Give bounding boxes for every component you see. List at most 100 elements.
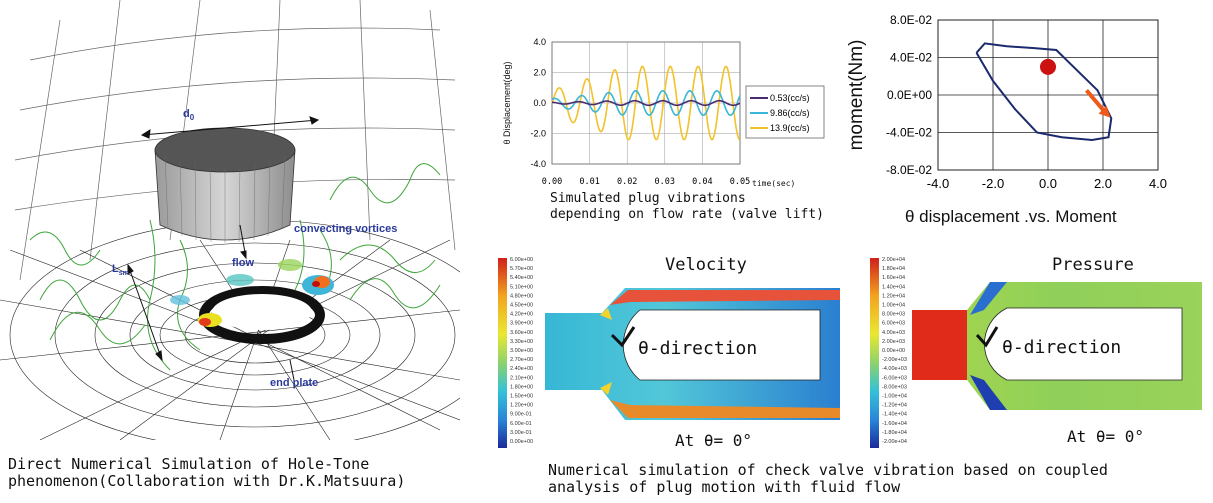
pressure-legend: 2.00e+04 1.80e+04 1.60e+04 1.40e+04 1.20e+04…: [882, 257, 907, 445]
plug-ytick-label: 2.0: [533, 68, 546, 78]
plug-xtick-label: 0.04: [692, 177, 712, 187]
plug-xlabel: time(sec): [752, 179, 795, 188]
pressure-plug: [984, 307, 1183, 381]
left-caption-line2: phenomenon(Collaboration with Dr.K.Matsu…: [8, 472, 406, 490]
pressure-panel: 2.00e+04 1.80e+04 1.60e+04 1.40e+04 1.20e+04…: [862, 250, 1207, 460]
colorbar-tick-label: 3.30e+00: [510, 339, 533, 345]
velocity-hot-edge-bottom: [600, 382, 612, 395]
colorbar-tick-label: 1.40e+04: [882, 284, 905, 290]
pressure-high-zone: [912, 310, 967, 380]
moment-caption: θ displacement .vs. Moment: [905, 207, 1117, 226]
pressure-rotation-icon: [975, 326, 999, 348]
colorbar-tick-label: 4.20e+00: [510, 312, 533, 318]
plug-caption-line2: depending on flow rate (valve lift): [550, 207, 824, 222]
colorbar-tick-label: -1.60e+04: [882, 421, 907, 427]
plug-ytick-label: -4.0: [530, 159, 546, 169]
plug-xtick-label: 0.05: [730, 177, 750, 187]
colorbar-tick-label: 3.00e-01: [510, 430, 532, 436]
moment-xtick-label: 0.0: [1039, 176, 1057, 191]
pressure-colorbar: [870, 258, 879, 448]
dimension-arrows: [127, 116, 320, 381]
moment-xtick-label: -4.0: [927, 176, 949, 191]
colorbar-tick-label: 8.00e+03: [882, 312, 905, 318]
colorbar-tick-label: 2.00e+04: [882, 257, 905, 263]
plug-legend-label: 13.9(cc/s): [770, 123, 810, 133]
colorbar-tick-label: -8.00e+03: [882, 384, 907, 390]
colorbar-tick-label: 5.10e+00: [510, 284, 533, 290]
colorbar-tick-label: 4.50e+00: [510, 303, 533, 309]
bottom-caption-line1: Numerical simulation of check valve vibr…: [548, 461, 1108, 479]
colorbar-tick-label: 3.60e+00: [510, 330, 533, 336]
d0-label: d0: [183, 108, 195, 122]
velocity-rotation-icon: [610, 326, 636, 348]
cylinder-top: [154, 127, 296, 173]
pressure-low-zone-bottom: [970, 375, 1007, 410]
moment-arrow-head: [1098, 105, 1111, 118]
moment-marker: [1040, 58, 1056, 75]
plug-xtick-label: 0.02: [617, 177, 637, 187]
colorbar-tick-label: 0.00e+00: [510, 439, 533, 445]
moment-chart-svg: moment(Nm) θ displacement .vs. Moment 8.…: [846, 13, 1167, 226]
pressure-direction-label: θ-direction: [1002, 337, 1121, 358]
colorbar-tick-label: -6.00e+03: [882, 375, 907, 381]
lsm-label: Lsm: [112, 263, 129, 277]
plug-ytick-label: 4.0: [533, 37, 546, 47]
colorbar-tick-label: 1.20e+04: [882, 293, 905, 299]
convecting-vortices-label: convecting vortices: [294, 223, 397, 235]
colorbar-tick-label: 4.00e+03: [882, 330, 905, 336]
colorbar-tick-label: -2.00e+04: [882, 439, 907, 445]
plug-legend: 0.53(cc/s) 9.86(cc/s) 13.9(cc/s): [745, 85, 825, 139]
colorbar-tick-label: 0.00e+00: [882, 348, 905, 354]
moment-ytick-label: 8.0E-02: [890, 13, 932, 27]
bottom-caption-line2: analysis of plug motion with fluid flow: [548, 478, 901, 496]
colorbar-tick-label: 3.90e+00: [510, 321, 533, 327]
colorbar-tick-label: 6.00e+03: [882, 321, 905, 327]
colorbar-tick-label: 1.50e+00: [510, 394, 533, 400]
plug-legend-label: 0.53(cc/s): [770, 93, 810, 103]
colorbar-tick-label: 1.20e+00: [510, 403, 533, 409]
moment-arrow-shaft: [1084, 89, 1107, 113]
plug-chart-svg: θ Displacement(deg) time(sec) 4.0 2.0 0.0 -…: [502, 37, 825, 188]
vortex-streamlines: [29, 163, 441, 371]
colorbar-tick-label: 5.40e+00: [510, 275, 533, 281]
hole-tone-svg: d0 convecting vortices flow Lsm end plat…: [0, 0, 501, 451]
moment-xtick-label: 4.0: [1149, 176, 1167, 191]
plug-ytick-label: -2.0: [530, 129, 546, 139]
velocity-title: Velocity: [665, 255, 747, 275]
moment-ylabel: moment(Nm): [846, 40, 867, 151]
plug-caption-line1: Simulated plug vibrations: [550, 191, 746, 206]
moment-chart: moment(Nm) θ displacement .vs. Moment 8.…: [840, 0, 1210, 230]
colorbar-tick-label: 4.80e+00: [510, 293, 533, 299]
moment-ytick-label: 4.0E-02: [890, 51, 932, 65]
colorbar-tick-label: -1.00e+04: [882, 394, 907, 400]
velocity-direction-label: θ-direction: [638, 338, 757, 359]
end-plate-label: end plate: [270, 377, 318, 389]
moment-loop-line: [975, 42, 1113, 142]
colorbar-tick-label: 5.70e+00: [510, 266, 533, 272]
colorbar-tick-label: -1.80e+04: [882, 430, 907, 436]
plug-ylabel: θ Displacement(deg): [502, 61, 512, 144]
plug-legend-label: 9.86(cc/s): [770, 108, 810, 118]
colorbar-tick-label: 9.00e-01: [510, 412, 532, 418]
plug-xtick-label: 0.00: [542, 177, 562, 187]
colorbar-tick-label: 3.00e+00: [510, 348, 533, 354]
velocity-hot-bottom: [610, 400, 840, 418]
colorbar-tick-label: 1.00e+04: [882, 303, 905, 309]
plug-xtick-label: 0.03: [655, 177, 675, 187]
velocity-svg: 6.00e+00 5.70e+00 5.40e+00 5.10e+00 4.80e+00…: [498, 255, 840, 450]
velocity-hot-edge-top: [600, 308, 612, 320]
hole-tone-figure: d0 convecting vortices flow Lsm end plat…: [0, 0, 501, 451]
vortex-blobs: [170, 259, 334, 327]
velocity-hot-top: [610, 290, 840, 305]
plug-series-line: [552, 99, 741, 107]
moment-ytick-label: -4.0E-02: [886, 126, 932, 140]
colorbar-tick-label: 2.40e+00: [510, 366, 533, 372]
colorbar-tick-label: -1.20e+04: [882, 403, 907, 409]
pressure-angle-label: At θ= 0°: [1067, 427, 1144, 446]
colorbar-tick-label: 6.00e+00: [510, 257, 533, 263]
left-caption-line1: Direct Numerical Simulation of Hole-Tone: [8, 455, 370, 473]
plug-xtick-label: 0.01: [579, 177, 599, 187]
pressure-svg: 2.00e+04 1.80e+04 1.60e+04 1.40e+04 1.20e+04…: [870, 255, 1202, 448]
velocity-panel: 6.00e+00 5.70e+00 5.40e+00 5.10e+00 4.80e+00…: [490, 250, 845, 460]
pressure-low-zone-top: [970, 282, 1007, 315]
